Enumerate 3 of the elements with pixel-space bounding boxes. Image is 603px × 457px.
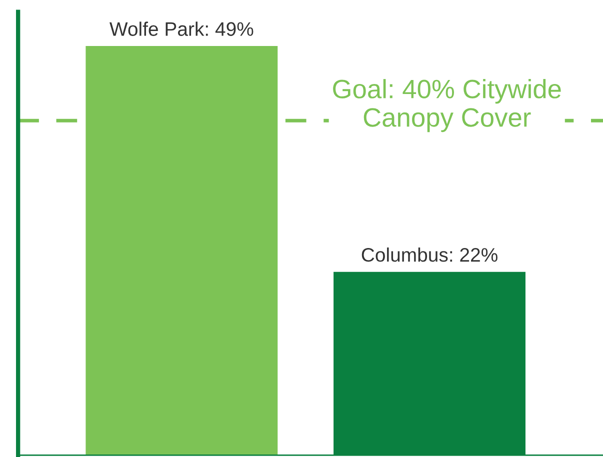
ref-line-label: Goal: 40% Citywide Canopy Cover (333, 79, 561, 132)
data-label: Columbus: 22% (362, 247, 498, 262)
data-label: Wolfe Park: 49% (110, 22, 254, 36)
